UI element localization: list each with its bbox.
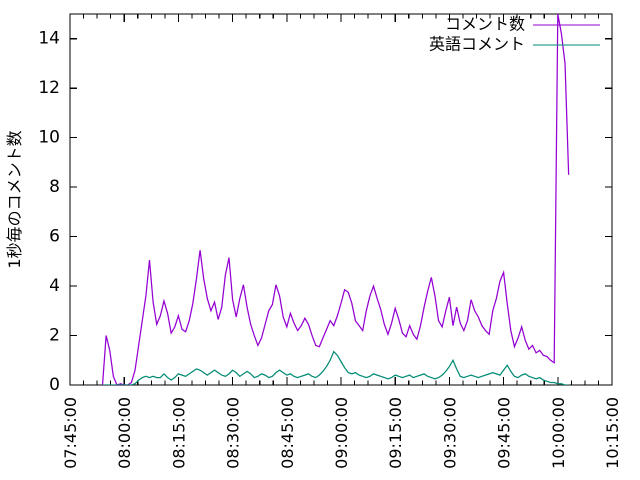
y-tick-label: 14 <box>38 29 60 49</box>
y-tick-label: 4 <box>49 276 60 296</box>
series-lines <box>101 14 570 385</box>
y-tick-label: 8 <box>49 177 60 197</box>
series-line-comments <box>101 14 570 385</box>
x-tick-label: 09:00:00 <box>332 397 351 469</box>
y-tick-label: 12 <box>38 78 60 98</box>
x-tick-label: 09:15:00 <box>386 397 405 469</box>
plot-frame <box>69 13 613 386</box>
y-axis: 0 2 4 6 8 10 12 14 <box>38 29 612 395</box>
series-line-english-comments <box>102 350 569 385</box>
x-tick-label: 09:30:00 <box>440 397 459 469</box>
x-tick-label: 10:00:00 <box>549 397 568 469</box>
y-tick-label: 6 <box>49 227 60 247</box>
x-tick-label: 07:45:00 <box>61 397 80 469</box>
y-axis-title: 1秒毎のコメント数 <box>5 130 24 268</box>
y-tick-label: 2 <box>49 326 60 346</box>
x-tick-label: 08:45:00 <box>278 397 297 469</box>
x-axis: 07:45:00 08:00:00 08:15:00 08:30:00 08:45:00… <box>61 14 622 469</box>
plot-border <box>69 13 613 386</box>
legend-label-english-comments: 英語コメント <box>429 35 525 54</box>
y-tick-label: 10 <box>38 128 60 148</box>
x-tick-label: 08:30:00 <box>224 397 243 469</box>
x-tick-label: 08:15:00 <box>169 397 188 469</box>
y-tick-label: 0 <box>49 375 60 395</box>
x-tick-label: 09:45:00 <box>495 397 514 469</box>
legend-label-comments: コメント数 <box>445 15 525 34</box>
x-tick-label: 08:00:00 <box>115 397 134 469</box>
x-tick-label: 10:15:00 <box>603 397 622 469</box>
